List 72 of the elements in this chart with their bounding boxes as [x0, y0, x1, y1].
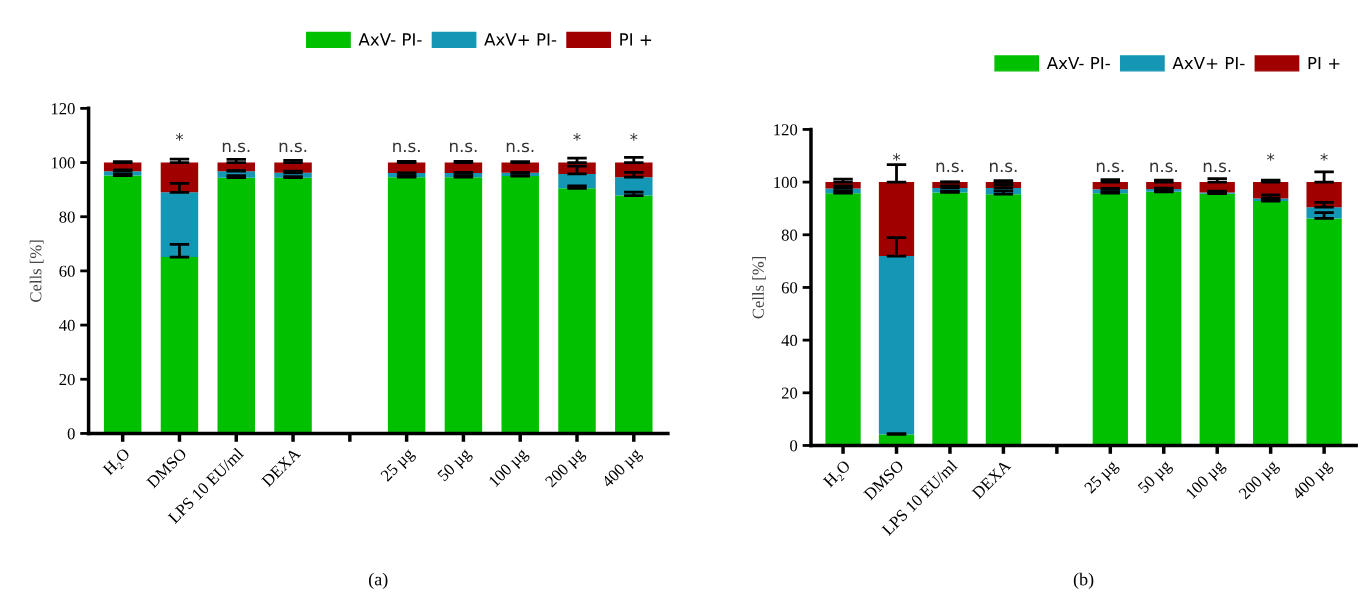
x-tick-label: 200 µg: [544, 447, 588, 491]
annotation: n.s.: [393, 142, 420, 153]
y-tick-label: 20: [781, 387, 798, 399]
bar: [932, 192, 968, 446]
bar: [1199, 193, 1235, 446]
annotation: *: [1266, 153, 1275, 161]
bar: [1253, 201, 1289, 446]
x-tick-label: 25 µg: [1083, 459, 1121, 497]
y-tick-label: 40: [781, 334, 798, 347]
bar: [501, 176, 539, 434]
x-tick-label: 25 µg: [380, 447, 418, 485]
x-tick-label: H₂O: [822, 459, 854, 491]
bar: [387, 177, 426, 434]
annotation: n.s.: [450, 142, 477, 153]
annotation: *: [573, 133, 581, 141]
legend-label: PI +: [1308, 56, 1340, 70]
bar: [558, 188, 596, 434]
y-tick-label: 80: [781, 229, 798, 241]
y-axis-title: Cells [%]: [29, 240, 44, 302]
bar: [1146, 191, 1182, 446]
annotation: *: [175, 133, 184, 141]
bar: [878, 256, 915, 435]
bar: [878, 182, 915, 257]
legend-label: AxV+ PI-: [484, 33, 557, 46]
y-tick-label: 40: [59, 319, 75, 332]
text: (a): [369, 572, 388, 590]
y-tick-label: 100: [774, 176, 798, 189]
annotation: n.s.: [990, 162, 1017, 173]
annotation: *: [1320, 153, 1328, 161]
bar: [160, 257, 199, 434]
y-tick-label: 120: [51, 103, 75, 115]
bar: [274, 177, 312, 434]
bar: [103, 175, 142, 434]
annotation: n.s.: [1096, 162, 1124, 173]
bar: [1092, 193, 1128, 446]
annotation: *: [630, 133, 638, 141]
y-tick-label: 100: [51, 157, 75, 169]
legend-label: AxV- PI-: [358, 33, 422, 46]
bar: [825, 193, 861, 446]
x-tick-label: 200 µg: [1238, 459, 1282, 503]
annotation: n.s.: [506, 142, 534, 153]
y-tick-label: 120: [774, 124, 798, 136]
bar: [160, 192, 199, 258]
bar: [444, 177, 483, 434]
annotation: n.s.: [222, 142, 250, 153]
y-tick-label: 80: [59, 211, 75, 223]
y-tick-label: 60: [59, 265, 75, 277]
legend-label: AxV- PI-: [1046, 56, 1110, 70]
annotation: n.s.: [936, 162, 964, 173]
x-tick-label: 100 µg: [1185, 459, 1228, 502]
annotation: n.s.: [1150, 162, 1177, 173]
annotation: n.s.: [279, 142, 307, 153]
x-tick-label: 100 µg: [488, 447, 531, 490]
bar: [615, 195, 653, 434]
x-tick-label: 400 µg: [601, 447, 645, 491]
legend-label: AxV+ PI-: [1172, 56, 1245, 70]
bar: [1306, 218, 1342, 446]
bar: [985, 194, 1022, 446]
legend-label: PI +: [620, 33, 652, 46]
y-tick-label: 60: [781, 282, 798, 294]
annotation: *: [892, 153, 901, 161]
y-tick-label: 20: [59, 373, 75, 386]
bar: [217, 177, 255, 434]
annotation: n.s.: [1203, 162, 1231, 173]
y-tick-label: 0: [790, 440, 798, 452]
y-axis-title: Cells [%]: [752, 256, 766, 319]
x-tick-label: H₂O: [102, 447, 133, 478]
y-tick-label: 0: [67, 428, 75, 440]
x-tick-label: 400 µg: [1291, 459, 1335, 503]
x-tick-label: 50 µg: [1137, 459, 1175, 497]
x-tick-label: 50 µg: [437, 447, 474, 485]
text: (b): [1073, 572, 1094, 590]
